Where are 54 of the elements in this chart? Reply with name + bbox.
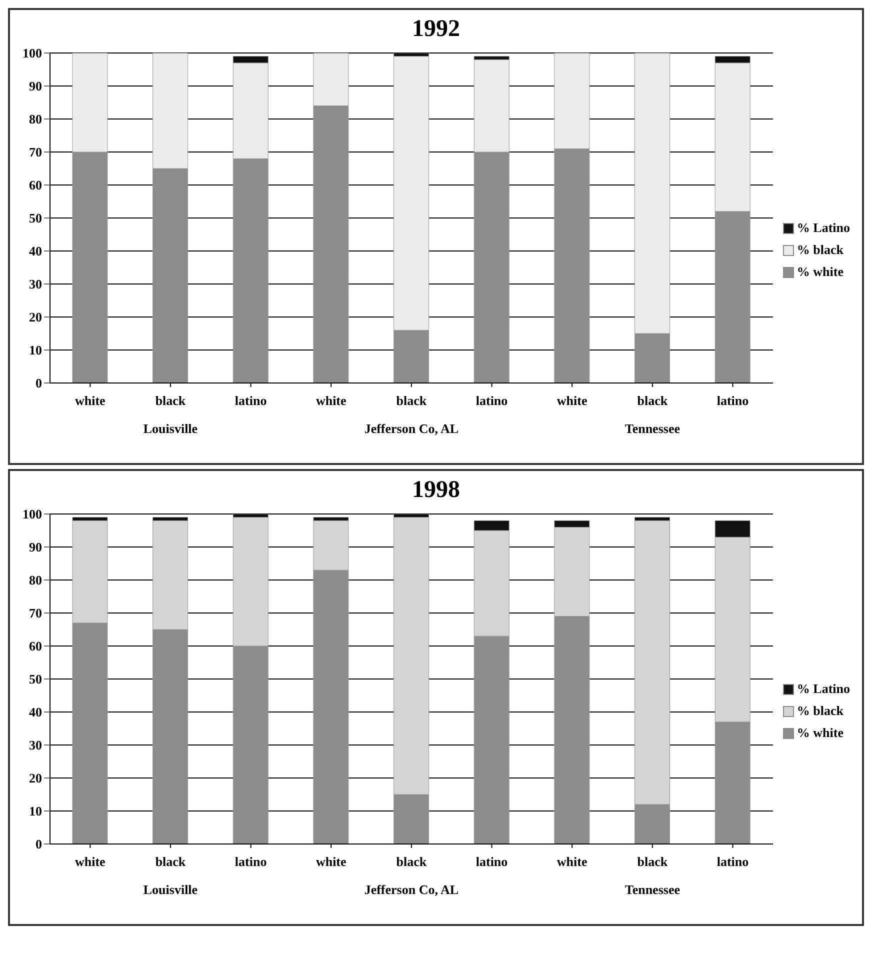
text: Jefferson Co, AL: [364, 882, 459, 897]
x-tick-label: latino: [476, 393, 508, 408]
y-tick-label: 20: [29, 770, 42, 786]
text: Louisville: [143, 882, 198, 897]
x-tick-label: latino: [716, 854, 749, 869]
y-tick-label: 20: [29, 310, 42, 325]
y-tick-label: 80: [29, 112, 42, 127]
x-tick-label: latino: [234, 393, 267, 408]
x-tick-label: white: [556, 393, 588, 408]
x-tick-label: black: [155, 854, 186, 869]
legend-label: % white: [796, 264, 844, 280]
y-tick-label: 30: [29, 738, 42, 753]
y-tick-label: 60: [29, 638, 42, 654]
legend-label: % black: [796, 242, 844, 258]
y-tick-label: 60: [29, 178, 42, 193]
text: Tennessee: [624, 882, 680, 897]
y-tick-label: 40: [29, 704, 42, 720]
y-tick-label: 50: [29, 210, 42, 226]
x-tick-label: latino: [716, 393, 749, 408]
chart-title: 1998: [411, 476, 461, 504]
y-tick-label: 0: [36, 836, 42, 852]
y-tick-label: 30: [29, 276, 42, 292]
x-tick-label: white: [316, 393, 347, 408]
y-tick-label: 80: [29, 572, 42, 588]
x-tick-label: white: [316, 854, 347, 869]
text: Jefferson Co, AL: [364, 421, 459, 436]
legend-label: % Latino: [796, 220, 850, 236]
y-tick-label: 90: [29, 78, 42, 94]
x-tick-label: white: [74, 854, 106, 869]
legend-label: % Latino: [796, 681, 850, 697]
x-tick-label: white: [74, 393, 106, 408]
chart-title: 1992: [411, 15, 461, 43]
y-tick-label: 100: [22, 506, 42, 522]
y-tick-label: 100: [22, 46, 42, 61]
y-tick-label: 50: [29, 672, 42, 687]
y-tick-label: 70: [29, 606, 42, 621]
y-tick-label: 70: [29, 144, 42, 160]
legend-label: % white: [796, 725, 844, 741]
legend-label: % black: [796, 703, 844, 719]
y-tick-label: 40: [29, 244, 42, 259]
x-tick-label: white: [556, 854, 588, 869]
text: Tennessee: [624, 421, 680, 436]
y-tick-label: 10: [29, 342, 42, 358]
x-tick-label: black: [155, 393, 186, 408]
x-tick-label: black: [396, 393, 428, 408]
x-tick-label: black: [396, 854, 428, 869]
x-tick-label: latino: [476, 854, 508, 869]
x-tick-label: black: [637, 393, 668, 408]
x-tick-label: latino: [234, 854, 267, 869]
y-tick-label: 90: [29, 540, 42, 555]
x-tick-label: black: [637, 854, 668, 869]
y-tick-label: 0: [36, 376, 42, 391]
y-tick-label: 10: [29, 804, 42, 819]
text: Louisville: [143, 421, 198, 436]
